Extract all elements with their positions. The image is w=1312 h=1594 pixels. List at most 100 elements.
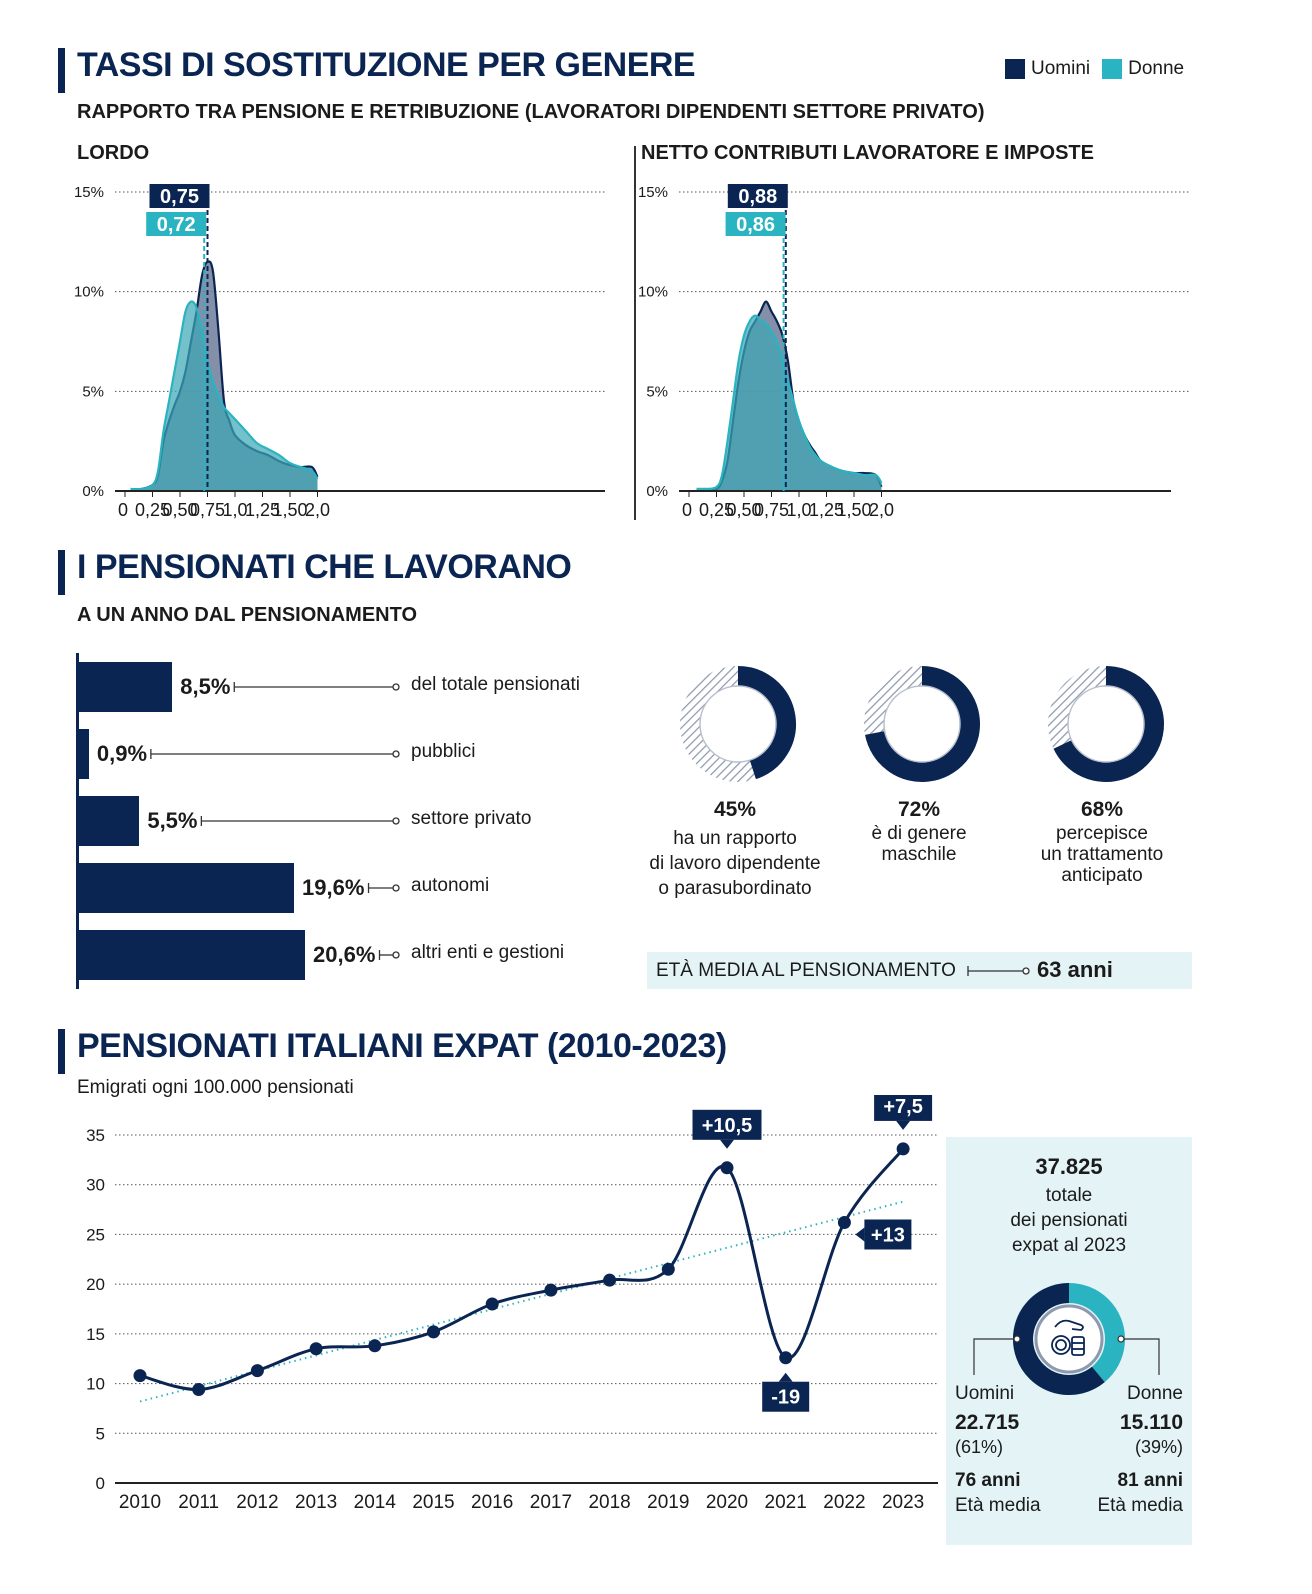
net-xtick-label: 0,25 xyxy=(699,500,734,520)
gross-ytick-label: 0% xyxy=(82,483,104,500)
annotation-box-2021 xyxy=(762,1381,810,1412)
net-ytick-label: 0% xyxy=(646,483,668,500)
expat-total-text-line1: totale xyxy=(1045,1185,1093,1206)
donut-3-value-arc xyxy=(1053,666,1164,782)
average-age-label: ETÀ MEDIA AL PENSIONAMENTO xyxy=(656,960,956,981)
hbar-connector-3 xyxy=(367,883,400,893)
donut-1-text-line3: o parasubordinato xyxy=(658,878,812,899)
gross-median-label-women: 0,72 xyxy=(157,214,196,236)
hbar-connector-2 xyxy=(200,816,400,826)
title-accent-3 xyxy=(58,1029,65,1074)
net-xtick-label: 0 xyxy=(682,500,692,520)
donut-2-inner-ring xyxy=(883,685,961,763)
section3-title: PENSIONATI ITALIANI EXPAT (2010-2023) xyxy=(77,1027,727,1065)
expat-men-age: 76 anni xyxy=(955,1470,1021,1491)
legend-women-label: Donne xyxy=(1128,58,1185,79)
net-xtick-label: 0,75 xyxy=(754,500,789,520)
line-point-2018 xyxy=(603,1273,617,1287)
net-ytick-label: 10% xyxy=(638,284,668,301)
hbar-category-0: del totale pensionati xyxy=(411,674,581,695)
gross-xtick-label: 0,50 xyxy=(162,500,197,520)
expat-women-leader xyxy=(1121,1338,1160,1375)
hbar-connector-1 xyxy=(150,749,400,759)
annotation-label-2021: -19 xyxy=(771,1387,800,1409)
gross-ytick-label: 5% xyxy=(82,383,104,400)
line-xtick-label: 2010 xyxy=(119,1492,161,1513)
gross-xtick-label: 2,0 xyxy=(305,500,330,520)
line-xtick-label: 2023 xyxy=(882,1492,924,1513)
donut-1-value-arc xyxy=(737,666,796,780)
net-xtick-label: 1,25 xyxy=(809,500,844,520)
gross-median-box-men xyxy=(149,184,210,208)
legend: Uomini Donne xyxy=(1005,58,1184,80)
legend-men-swatch xyxy=(1005,59,1025,79)
distribution-chart-gross: 0%5%10%15%0 0,250,500,751,01,251,502,00,7… xyxy=(74,184,605,520)
line-ytick-label: 20 xyxy=(86,1275,105,1294)
net-median-box-women xyxy=(725,212,786,236)
net-median-label-women: 0,86 xyxy=(736,214,775,236)
line-point-2015 xyxy=(427,1325,440,1339)
annotation-pointer-2023 xyxy=(896,1120,911,1130)
hbar-category-2: settore privato xyxy=(411,808,532,829)
gross-median-box-women xyxy=(146,212,207,236)
expat-total-value: 37.825 xyxy=(1035,1154,1103,1179)
hbar-value-0: 8,5% xyxy=(180,674,231,699)
section3-subtitle: Emigrati ogni 100.000 pensionati xyxy=(77,1077,354,1098)
donut-2-text-line2: maschile xyxy=(881,844,957,865)
line-xtick-label: 2014 xyxy=(354,1492,397,1513)
gross-xtick-label: 1,25 xyxy=(245,500,280,520)
title-accent-1 xyxy=(58,48,65,93)
expat-women-age: 81 anni xyxy=(1117,1470,1183,1491)
donut-3-inner-ring xyxy=(1067,685,1145,763)
hbar-1 xyxy=(79,729,89,779)
line-point-2022 xyxy=(837,1215,851,1229)
hbar-category-4: altri enti e gestioni xyxy=(411,942,565,963)
line-point-2017 xyxy=(544,1283,558,1297)
expat-men-value: 22.715 xyxy=(955,1411,1020,1434)
expat-men-age-label: Età media xyxy=(955,1495,1041,1516)
donut-1-text-line2: di lavoro dipendente xyxy=(649,853,821,874)
expat-donut-center xyxy=(1034,1304,1104,1374)
line-xtick-label: 2019 xyxy=(647,1492,689,1513)
line-point-2019 xyxy=(661,1262,675,1276)
expat-women-pct: (39%) xyxy=(1134,1437,1183,1457)
hbar-connector-0 xyxy=(233,682,400,692)
title-accent-2 xyxy=(58,550,65,595)
line-point-2014 xyxy=(368,1339,382,1353)
hbar-4 xyxy=(79,930,305,980)
gross-line-women xyxy=(130,300,319,491)
gross-xtick-label: 0 xyxy=(118,500,128,520)
line-point-2012 xyxy=(250,1364,264,1378)
gross-median-label-men: 0,75 xyxy=(160,186,199,208)
net-xtick-label: 1,50 xyxy=(836,500,871,520)
line-point-2011 xyxy=(192,1383,206,1397)
line-xtick-label: 2012 xyxy=(236,1492,278,1513)
average-age-box: ETÀ MEDIA AL PENSIONAMENTO 63 anni xyxy=(647,952,1192,989)
hbar-0 xyxy=(79,662,173,712)
annotation-label-2020: +10,5 xyxy=(702,1115,753,1137)
expat-donut-men-arc xyxy=(1013,1283,1105,1395)
section2-title: I PENSIONATI CHE LAVORANO xyxy=(77,548,572,586)
line-ytick-label: 25 xyxy=(86,1225,105,1244)
line-point-2021 xyxy=(779,1351,793,1365)
line-ytick-label: 30 xyxy=(86,1176,105,1195)
annotation-box-2022 xyxy=(864,1219,912,1250)
hbar-value-3: 19,6% xyxy=(302,875,365,900)
line-xtick-label: 2017 xyxy=(530,1492,572,1513)
expat-gender-donut xyxy=(973,1283,1160,1395)
distribution-chart-net: 0% 5% 10% 15% 0 0,250,500,751,01,251,502,0 0,8… xyxy=(638,184,1191,520)
expat-men-pct: (61%) xyxy=(955,1437,1004,1457)
line-ytick-label: 15 xyxy=(86,1325,105,1344)
gross-xtick-label: 1,0 xyxy=(222,500,247,520)
line-xtick-label: 2022 xyxy=(823,1492,865,1513)
line-ytick-label: 10 xyxy=(86,1375,105,1394)
hbar-category-1: pubblici xyxy=(411,741,476,762)
average-age-connector xyxy=(967,966,1030,976)
annotation-pointer-2022 xyxy=(855,1227,865,1242)
hbar-value-4: 20,6% xyxy=(313,942,376,967)
net-xtick-label: 0,50 xyxy=(726,500,761,520)
line-point-2010 xyxy=(133,1369,147,1383)
annotation-label-2022: +13 xyxy=(871,1224,905,1246)
line-xtick-label: 2021 xyxy=(765,1492,807,1513)
gross-area-women xyxy=(130,301,318,491)
